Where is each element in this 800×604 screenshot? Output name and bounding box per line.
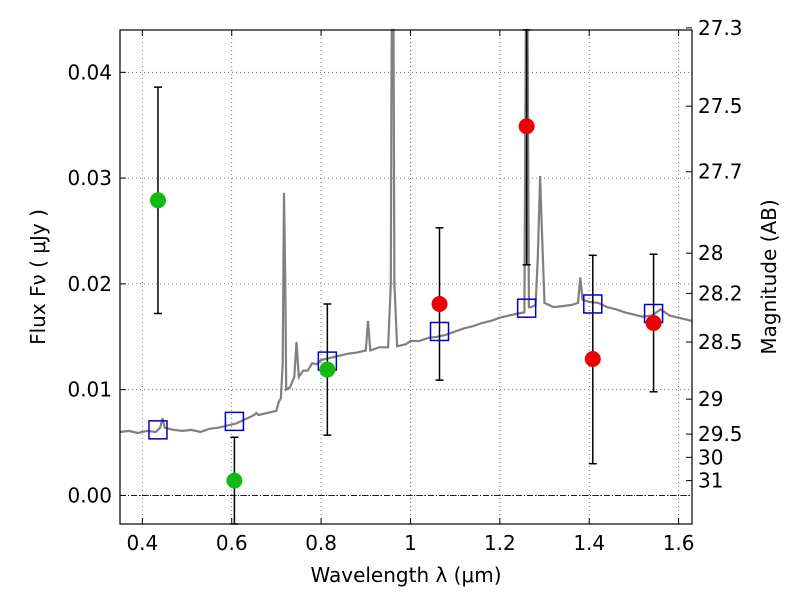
y-axis-label-right: Magnitude (AB) — [757, 199, 781, 354]
error-bars — [153, 29, 658, 525]
model-spectrum-line — [119, 28, 693, 435]
x-tick-label: 1.4 — [573, 531, 605, 555]
red-data-point — [518, 118, 535, 135]
y-tick-label: 0.04 — [67, 60, 112, 84]
grid-lines — [120, 30, 692, 524]
model-phot-square — [224, 411, 245, 432]
model-phot-square — [516, 298, 537, 318]
mag-tick-label: 29.5 — [698, 422, 743, 446]
green-data-point — [149, 192, 166, 209]
observed-points — [149, 118, 662, 489]
plot-frame — [119, 29, 693, 525]
y-axis-label: Flux Fν ( μJy ) — [26, 209, 50, 345]
mag-tick-label: 29 — [698, 387, 723, 411]
x-tick-label: 1.2 — [484, 531, 516, 555]
green-data-point — [226, 472, 243, 489]
mag-tick-label: 28.5 — [698, 330, 743, 354]
mag-tick-label: 27.3 — [698, 16, 743, 40]
y-tick-label: 0.01 — [67, 378, 112, 402]
x-tick-label: 0.6 — [216, 531, 248, 555]
model-phot-square — [148, 420, 168, 440]
green-data-point — [319, 361, 336, 378]
axis-ticks: 0.4 0.6 0.8 1 1.2 1.4 1.6 0.00 0.01 0.02 0.03 0.04 2… — [67, 16, 742, 555]
red-data-point — [645, 315, 662, 332]
model-phot-square — [429, 321, 450, 342]
x-axis-label: Wavelength λ (μm) — [310, 563, 501, 587]
red-data-point — [431, 295, 448, 312]
model-photometry — [148, 294, 664, 440]
mag-tick-label: 28.2 — [698, 281, 743, 305]
y-tick-label: 0.00 — [67, 483, 112, 507]
red-data-point — [584, 350, 601, 367]
mag-tick-label: 27.7 — [698, 160, 743, 184]
mag-tick-label: 27.5 — [698, 94, 743, 118]
y-tick-label: 0.03 — [67, 166, 112, 190]
mag-tick-label: 30 — [698, 445, 723, 469]
y-tick-label: 0.02 — [67, 272, 112, 296]
model-spectrum — [119, 28, 693, 435]
x-tick-label: 0.4 — [126, 531, 158, 555]
x-tick-label: 0.8 — [305, 531, 337, 555]
x-tick-label: 1 — [404, 531, 417, 555]
model-phot-square — [583, 294, 603, 314]
x-tick-label: 1.6 — [663, 531, 695, 555]
mag-tick-label: 28 — [698, 241, 723, 265]
mag-tick-label: 31 — [698, 469, 723, 493]
